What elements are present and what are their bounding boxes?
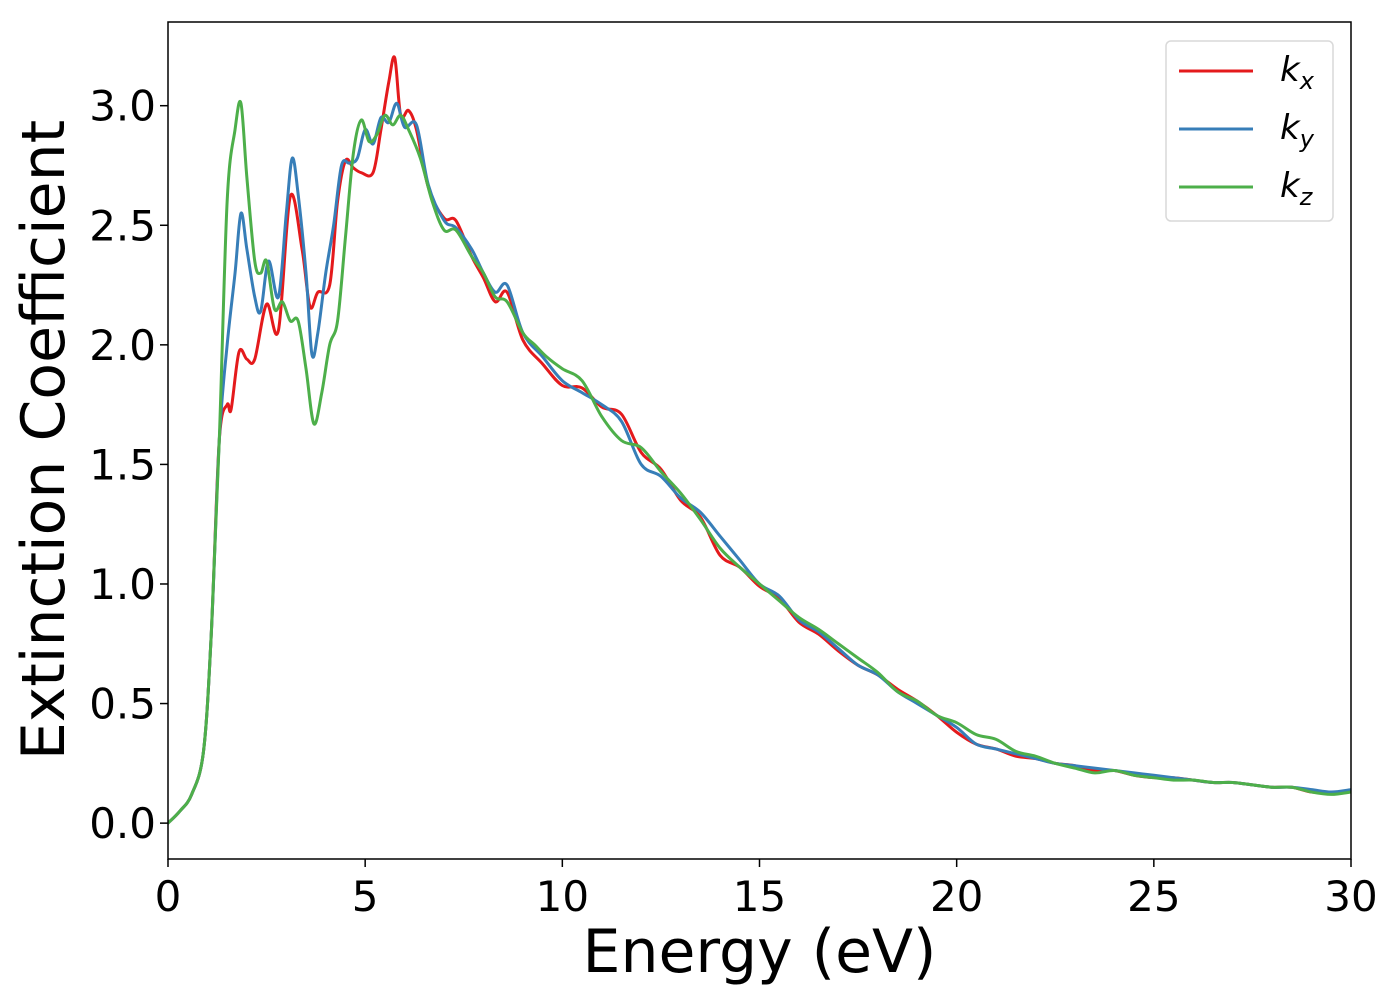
- y-axis-title: Extinction Coefficient: [9, 120, 79, 760]
- y-tick-label: 1.0: [89, 560, 156, 609]
- legend-frame: [1165, 40, 1334, 222]
- x-tick-label: 25: [1127, 872, 1180, 921]
- y-tick-label: 0.0: [89, 799, 156, 848]
- y-tick-label: 3.0: [89, 82, 156, 131]
- x-tick-label: 30: [1324, 872, 1377, 921]
- legend: kx ky kz: [1165, 40, 1334, 222]
- legend-label: kx: [1280, 50, 1315, 95]
- x-tick-label: 10: [536, 872, 589, 921]
- x-tick-label: 20: [930, 872, 983, 921]
- legend-item-k-z: kz: [1179, 166, 1314, 211]
- x-tick-label: 0: [155, 872, 182, 921]
- y-tick-label: 2.0: [89, 321, 156, 370]
- y-tick-label: 0.5: [89, 680, 156, 729]
- x-axis: 0 5 10 15 20 25 30: [155, 859, 1378, 921]
- legend-item-k-x: kx: [1179, 50, 1315, 95]
- y-axis: 0.0 0.5 1.0 1.5 2.0 2.5 3.0: [89, 82, 168, 848]
- series-line-k-x: [168, 55, 1351, 825]
- x-tick-label: 15: [733, 872, 786, 921]
- plot-area: 0 5 10 15 20 25 30 0.0 0.5 1.0 1.5 2.0 2.5 3.0: [89, 21, 1378, 921]
- x-axis-title: Energy (eV): [583, 917, 937, 987]
- x-tick-label: 5: [352, 872, 379, 921]
- series-layer: [168, 55, 1351, 825]
- legend-item-k-y: ky: [1179, 108, 1315, 153]
- series-line-k-y: [168, 101, 1351, 825]
- legend-label: kz: [1280, 166, 1314, 211]
- legend-label: ky: [1280, 108, 1315, 153]
- y-tick-label: 1.5: [89, 440, 156, 489]
- y-tick-label: 2.5: [89, 201, 156, 250]
- series-line-k-z: [168, 99, 1351, 825]
